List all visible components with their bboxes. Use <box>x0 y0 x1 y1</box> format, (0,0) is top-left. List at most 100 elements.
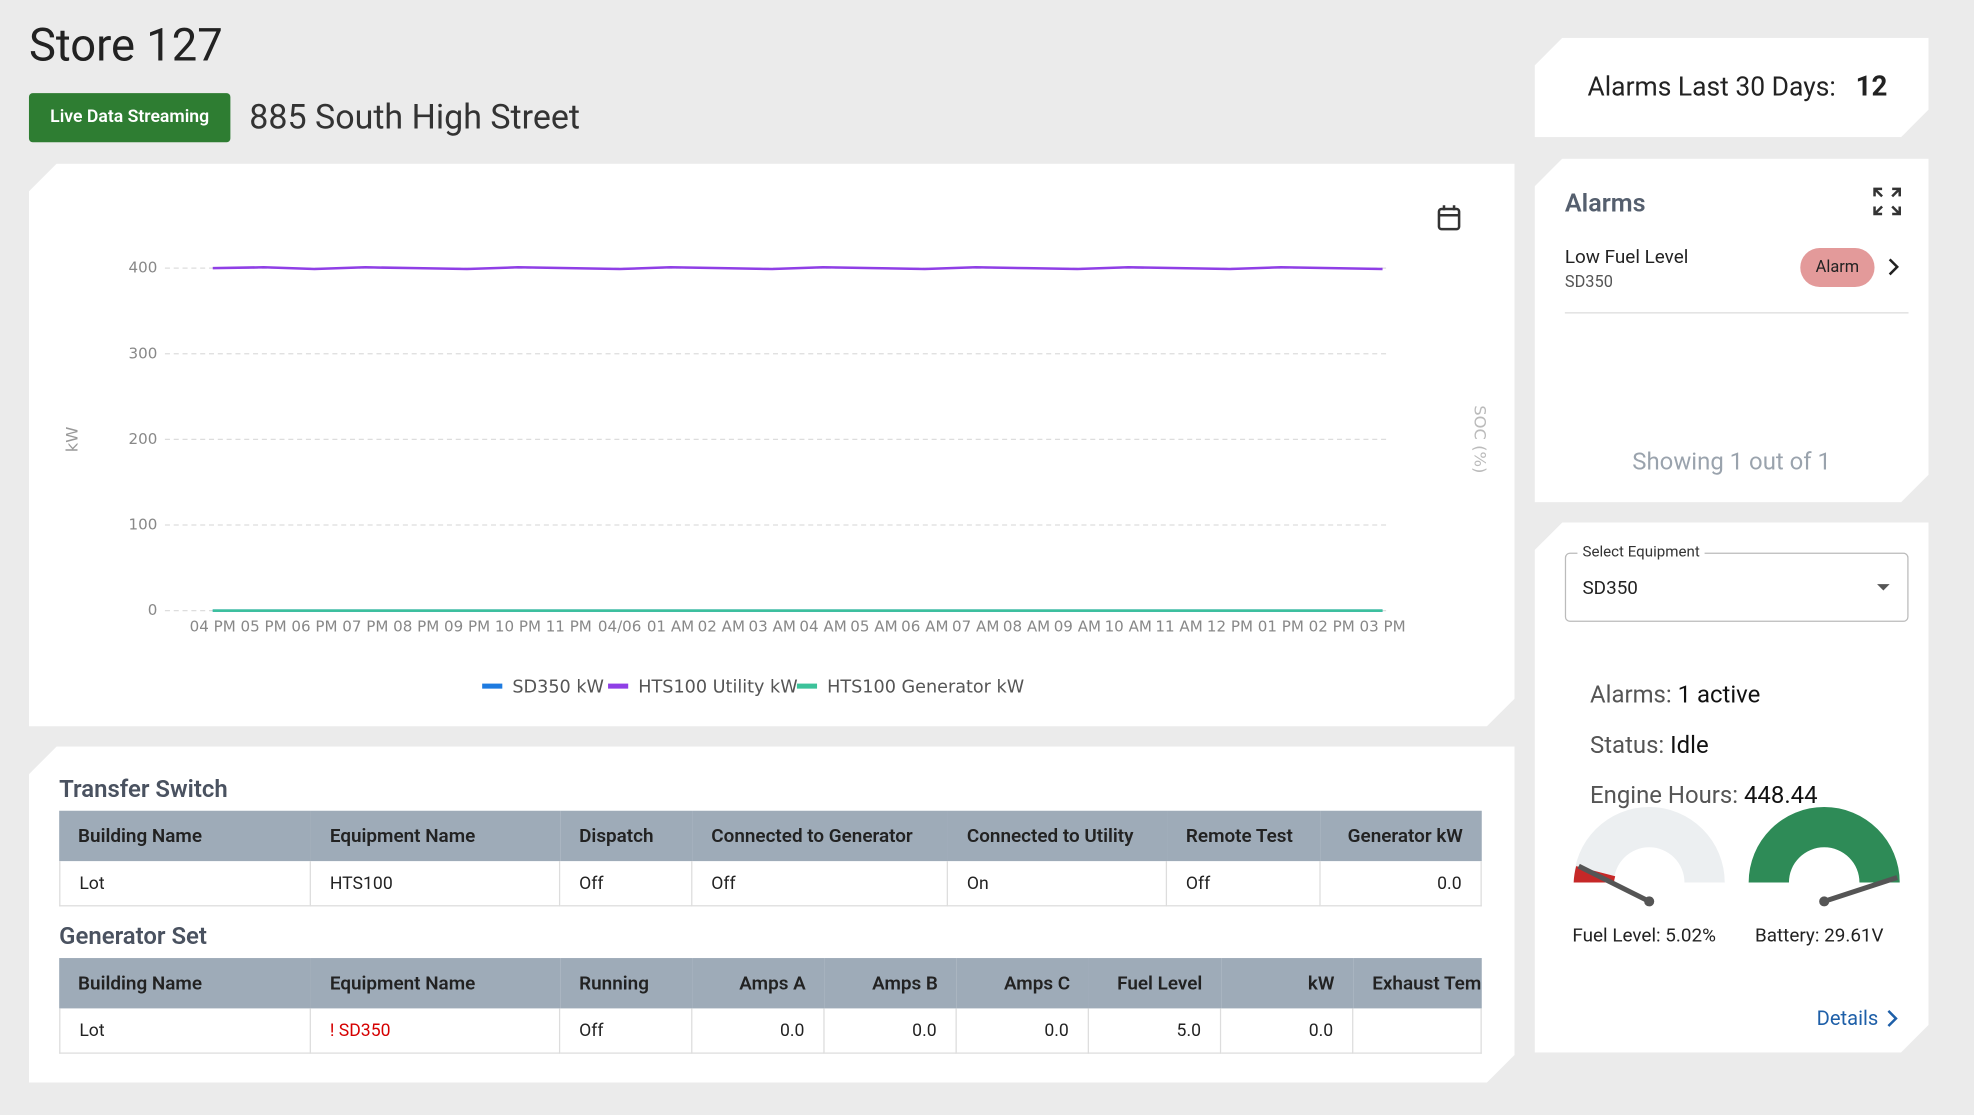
column-header: kW <box>1221 958 1353 1008</box>
header-row: Building Name Equipment Name Dispatch Conne… <box>59 811 1482 861</box>
x-tick-label: 10 AM <box>1105 617 1152 635</box>
table-cell: Off <box>692 861 948 906</box>
x-tick-label: 08 AM <box>1003 617 1050 635</box>
alarm-name[interactable]: Low Fuel Level <box>1564 245 1689 269</box>
stat-label: Status: <box>1590 730 1665 760</box>
alarms-footer: Showing 1 out of 1 <box>1632 446 1831 476</box>
battery-label: Battery: 29.61V <box>1754 924 1884 947</box>
table-cell: 0.0 <box>825 1008 957 1053</box>
column-header: Connected to Utility <box>948 811 1167 861</box>
legend-swatch <box>797 684 817 689</box>
x-tick-label: 05 AM <box>850 617 897 635</box>
x-tick-label: 10 PM <box>495 617 541 635</box>
series-line <box>213 267 1383 269</box>
alarm-equipment: SD350 <box>1564 273 1613 293</box>
legend-label: HTS100 Utility kW <box>638 677 797 697</box>
divider <box>1565 312 1909 313</box>
y2-axis-label: SOC (%) <box>1471 405 1490 473</box>
column-header: Amps C <box>957 958 1089 1008</box>
x-tick-label: 11 AM <box>1155 617 1202 635</box>
select-value: SD350 <box>1582 576 1638 600</box>
table-cell: 0.0 <box>1221 1008 1353 1053</box>
table-cell: ! SD350 <box>311 1008 560 1053</box>
data-table: Building Name Equipment Name Running Amps A… <box>59 958 1482 1054</box>
table-cell: 0.0 <box>1321 861 1482 906</box>
alarms-card: Alarms Low Fuel Level SD350 Alarm Showin… <box>1535 159 1929 503</box>
table-cell: 5.0 <box>1089 1008 1221 1053</box>
x-tick-label: 03 PM <box>1359 617 1405 635</box>
table-cell: Off <box>560 861 692 906</box>
x-tick-label: 07 AM <box>952 617 999 635</box>
dropdown-arrow <box>1875 580 1893 593</box>
chevron[interactable] <box>1885 257 1903 277</box>
stat-label: Alarms: <box>1590 679 1672 709</box>
column-header: Remote Test <box>1167 811 1321 861</box>
page-title: Store 127 <box>28 18 223 72</box>
alarm-status: Alarm <box>1800 248 1874 287</box>
details-chevron[interactable] <box>1885 1008 1900 1028</box>
column-header: Amps A <box>692 958 824 1008</box>
select-label: Select Equipment <box>1577 543 1704 561</box>
expand-icon[interactable] <box>1872 186 1902 216</box>
x-tick-label: 04 PM <box>190 617 236 635</box>
table-title: Generator Set <box>59 921 207 951</box>
column-header: Dispatch <box>560 811 692 861</box>
x-tick-label: 01 PM <box>1258 617 1304 635</box>
x-tick-label: 06 AM <box>901 617 948 635</box>
column-header: Equipment Name <box>311 958 560 1008</box>
table-cell: Lot <box>59 1008 311 1053</box>
y-tick-label: 400 <box>129 259 158 277</box>
x-tick-label: 12 PM <box>1207 617 1253 635</box>
stat-value: Idle <box>1670 730 1709 760</box>
tables-card: Transfer Switch Building Name Equipment Na… <box>29 747 1515 1083</box>
gauges <box>1535 806 1929 957</box>
header-row: Building Name Equipment Name Running Amps A… <box>59 958 1482 1008</box>
stat: Alarms: 1 active <box>1590 670 1817 720</box>
x-tick-label: 05 PM <box>241 617 287 635</box>
x-tick-label: 02 AM <box>698 617 745 635</box>
fuel-label: Fuel Level: 5.02% <box>1572 924 1716 947</box>
x-tick-label: 06 PM <box>291 617 337 635</box>
table-cell: On <box>948 861 1167 906</box>
x-tick-label: 11 PM <box>546 617 592 635</box>
chart-card: kW SOC (%) 0 100 200 300 400 04 PM 05 PM 06 PM 0… <box>29 164 1515 727</box>
chart: kW SOC (%) 0 100 200 300 400 04 PM 05 PM 06 PM 0… <box>29 164 1515 727</box>
alarm-count-card: Alarms Last 30 Days: 12 <box>1535 38 1929 137</box>
table-cell: HTS100 <box>311 861 560 906</box>
table-cell: 0.0 <box>957 1008 1089 1053</box>
column-header: Building Name <box>59 958 311 1008</box>
alarm-count-label: Alarms Last 30 Days: <box>1587 73 1836 104</box>
x-tick-label: 09 AM <box>1054 617 1101 635</box>
calendar-icon[interactable] <box>1439 205 1459 229</box>
table-row: Lot! SD350 Off 0.0 0.0 0.0 5.0 0.0 <box>59 1008 1482 1053</box>
y-tick-label: 0 <box>148 601 158 619</box>
details-link[interactable]: Details <box>1816 1005 1879 1030</box>
x-tick-label: 03 AM <box>749 617 796 635</box>
legend-swatch <box>482 684 502 689</box>
legend-label: SD350 kW <box>512 677 604 697</box>
column-header: Generator kW <box>1321 811 1482 861</box>
x-tick-label: 04 AM <box>799 617 846 635</box>
table-cell: Off <box>560 1008 692 1053</box>
equipment-select[interactable] <box>1565 553 1909 622</box>
table-cell: Off <box>1167 861 1321 906</box>
y-tick-label: 200 <box>129 430 158 448</box>
column-header: Exhaust Temp <box>1353 958 1481 1008</box>
data-table: Building Name Equipment Name Dispatch Conne… <box>59 811 1482 907</box>
legend-label: HTS100 Generator kW <box>827 677 1024 697</box>
live-badge[interactable]: Live Data Streaming <box>28 93 231 143</box>
column-header: Running <box>560 958 692 1008</box>
table-cell: 0.0 <box>692 1008 824 1053</box>
table-title: Transfer Switch <box>59 774 228 804</box>
x-tick-label: 07 PM <box>342 617 388 635</box>
column-header: Fuel Level <box>1089 958 1221 1008</box>
column-header: Building Name <box>59 811 311 861</box>
column-header: Amps B <box>825 958 957 1008</box>
x-tick-label: 01 AM <box>647 617 694 635</box>
table-cell: Lot <box>59 861 311 906</box>
table-row: Lot HTS100 Off Off On Off 0.0 <box>59 861 1482 906</box>
tables: Transfer Switch Building Name Equipment Na… <box>59 774 1482 1053</box>
x-tick-label: 09 PM <box>444 617 490 635</box>
stat: Status: Idle <box>1590 720 1817 770</box>
